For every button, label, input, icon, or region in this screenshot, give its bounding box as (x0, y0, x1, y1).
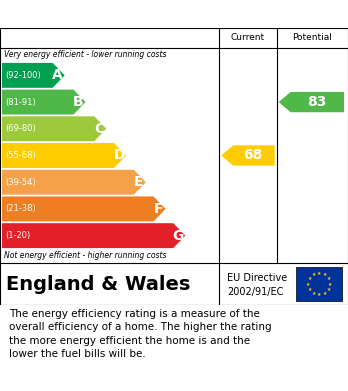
Polygon shape (2, 170, 146, 195)
Text: A: A (52, 68, 63, 83)
Text: 83: 83 (307, 95, 326, 109)
Text: ★: ★ (326, 276, 331, 281)
Text: (55-68): (55-68) (5, 151, 36, 160)
Text: Potential: Potential (292, 34, 332, 43)
Text: ★: ★ (328, 282, 332, 287)
Polygon shape (2, 90, 86, 115)
Text: (69-80): (69-80) (5, 124, 36, 133)
Text: Not energy efficient - higher running costs: Not energy efficient - higher running co… (4, 251, 166, 260)
Text: B: B (73, 95, 84, 109)
Text: ★: ★ (322, 272, 327, 277)
Text: 2002/91/EC: 2002/91/EC (227, 287, 284, 296)
Text: E: E (134, 175, 143, 189)
Text: Current: Current (231, 34, 265, 43)
Text: 68: 68 (243, 149, 263, 163)
Polygon shape (2, 117, 106, 141)
Polygon shape (2, 196, 166, 221)
Text: ★: ★ (322, 291, 327, 296)
Polygon shape (2, 63, 65, 88)
Text: The energy efficiency rating is a measure of the
overall efficiency of a home. T: The energy efficiency rating is a measur… (9, 309, 271, 359)
Text: Energy Efficiency Rating: Energy Efficiency Rating (63, 7, 285, 22)
Text: England & Wales: England & Wales (6, 274, 190, 294)
Text: ★: ★ (307, 276, 312, 281)
Text: (21-38): (21-38) (5, 204, 36, 213)
Text: (1-20): (1-20) (5, 231, 30, 240)
Polygon shape (279, 92, 344, 112)
Text: Very energy efficient - lower running costs: Very energy efficient - lower running co… (4, 50, 166, 59)
Text: EU Directive: EU Directive (227, 273, 287, 283)
Bar (296, 267, 342, 301)
Text: C: C (94, 122, 104, 136)
Polygon shape (221, 145, 275, 166)
Text: ★: ★ (306, 282, 310, 287)
Polygon shape (2, 223, 185, 248)
Text: ★: ★ (317, 292, 321, 298)
Text: G: G (173, 229, 184, 243)
Text: (92-100): (92-100) (5, 71, 41, 80)
Polygon shape (2, 143, 126, 168)
Text: ★: ★ (311, 272, 316, 277)
Text: ★: ★ (326, 287, 331, 292)
Text: ★: ★ (311, 291, 316, 296)
Text: ★: ★ (307, 287, 312, 292)
Text: F: F (154, 202, 163, 216)
Text: D: D (113, 149, 125, 163)
Text: ★: ★ (317, 271, 321, 276)
Text: (39-54): (39-54) (5, 178, 35, 187)
Text: (81-91): (81-91) (5, 98, 35, 107)
